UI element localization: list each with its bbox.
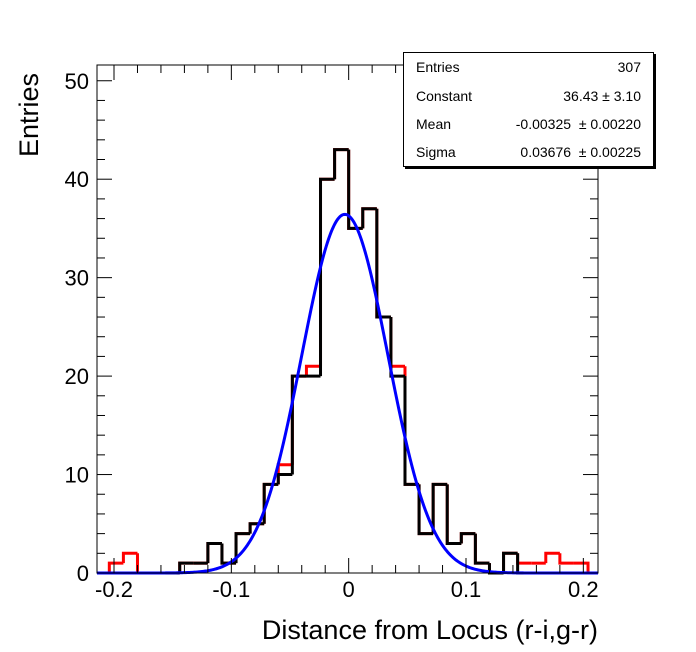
- histogram-bin: [375, 208, 391, 319]
- histogram-bin: [333, 148, 349, 180]
- y-tick-label: 40: [65, 167, 89, 192]
- histogram-bin: [178, 561, 194, 573]
- x-axis-title: Distance from Locus (r-i,g-r): [262, 615, 598, 645]
- stats-row-mean: Mean -0.00325 ± 0.00220: [416, 116, 641, 136]
- histogram-bin: [544, 551, 560, 564]
- histogram-bin: [473, 533, 490, 565]
- histogram-bin: [361, 207, 377, 229]
- histogram-bin: [573, 561, 590, 573]
- histogram-bin: [121, 551, 138, 564]
- histogram-bin: [445, 484, 462, 545]
- stats-row-constant: Constant 36.43 ± 3.10: [416, 88, 641, 108]
- stats-row-entries: Entries 307: [416, 59, 641, 79]
- stats-value: 0.03676 ± 0.00225: [520, 144, 641, 160]
- series-selected-histogram: [109, 148, 589, 575]
- histogram-bin: [558, 553, 574, 565]
- axis-ticks: [97, 65, 598, 574]
- y-tick-label: 0: [77, 561, 89, 586]
- stats-box: Entries 307 Constant 36.43 ± 3.10 Mean -…: [403, 52, 654, 167]
- histogram-bin: [516, 553, 532, 565]
- y-tick-labels: 0 10 20 30 40 50: [65, 69, 89, 586]
- histogram-bin: [417, 484, 434, 536]
- histogram-bin: [319, 177, 335, 367]
- histogram-bin: [290, 374, 307, 475]
- x-tick-labels: -0.2 -0.1 0 0.1 0.2: [95, 577, 599, 602]
- x-tick-label: 0.2: [568, 577, 599, 602]
- histogram-bin: [502, 551, 518, 573]
- histogram-bin: [206, 541, 222, 564]
- gaussian-fit-curve: [97, 212, 598, 575]
- histogram-bin: [473, 533, 490, 565]
- stats-row-sigma: Sigma 0.03676 ± 0.00225: [416, 144, 641, 164]
- x-tick-label: 0.1: [451, 577, 482, 602]
- stats-key: Sigma: [416, 144, 456, 160]
- histogram-bin: [276, 473, 293, 485]
- histogram-bin: [319, 177, 335, 377]
- stats-value: -0.00325 ± 0.00220: [515, 116, 641, 132]
- stats-value: 307: [617, 59, 641, 75]
- stats-key: Mean: [416, 116, 452, 132]
- histogram-bin: [206, 541, 222, 564]
- histogram-bin: [459, 532, 476, 544]
- histogram-bin: [502, 551, 518, 573]
- histogram-bin: [375, 208, 391, 319]
- stats-key: Constant: [416, 88, 473, 104]
- histogram-bin: [361, 207, 377, 229]
- histogram-bin: [445, 484, 462, 545]
- x-tick-label: 0: [343, 577, 355, 602]
- y-axis-title: Entries: [14, 73, 44, 157]
- y-tick-label: 50: [65, 69, 89, 94]
- y-tick-label: 20: [65, 364, 89, 389]
- stats-value: 36.43 ± 3.10: [563, 88, 641, 104]
- histogram-bin: [403, 376, 420, 486]
- histogram-bin: [135, 553, 152, 575]
- histogram-bin: [431, 482, 448, 534]
- histogram-bin: [389, 317, 405, 368]
- y-tick-label: 10: [65, 463, 89, 488]
- histogram-bin: [107, 561, 124, 573]
- histogram-bin: [431, 482, 448, 534]
- histogram-bin: [304, 364, 321, 377]
- histogram-bin: [234, 532, 251, 564]
- x-tick-label: -0.2: [95, 577, 133, 602]
- y-tick-label: 30: [65, 266, 89, 291]
- histogram-bin: [333, 148, 349, 180]
- plot-frame: [96, 64, 599, 574]
- stats-key: Entries: [416, 59, 460, 75]
- histogram-bin: [234, 532, 251, 564]
- x-tick-label: -0.1: [212, 577, 250, 602]
